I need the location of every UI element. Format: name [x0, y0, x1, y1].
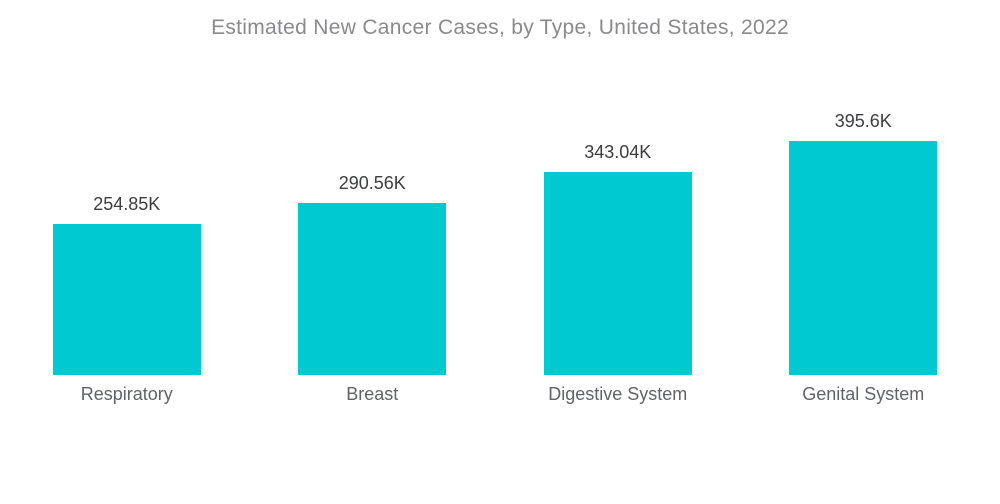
- category-label: Breast: [346, 384, 399, 404]
- bar-value-label: 254.85K: [93, 194, 161, 214]
- plot-area: 254.85K 290.56K 343.04K 395.6K: [4, 111, 986, 375]
- category-label: Genital System: [802, 384, 925, 404]
- bar: [298, 203, 447, 375]
- bar: [543, 172, 692, 375]
- bar-value-label: 343.04K: [584, 142, 652, 162]
- category-label: Digestive System: [548, 384, 688, 404]
- bar-column: 254.85K: [4, 194, 250, 375]
- category-label: Respiratory: [80, 384, 173, 404]
- x-axis-labels: Respiratory Breast Digestive System Genital…: [4, 384, 986, 405]
- chart-title: Estimated New Cancer Cases, by Type, Uni…: [211, 16, 789, 39]
- bar: [52, 224, 201, 375]
- bar: [789, 141, 938, 375]
- bar-value-label: 395.6K: [834, 111, 892, 131]
- bar-column: 395.6K: [741, 111, 987, 375]
- bar-column: 343.04K: [495, 142, 741, 375]
- bar-value-label: 290.56K: [338, 173, 406, 193]
- bar-column: 290.56K: [250, 173, 496, 375]
